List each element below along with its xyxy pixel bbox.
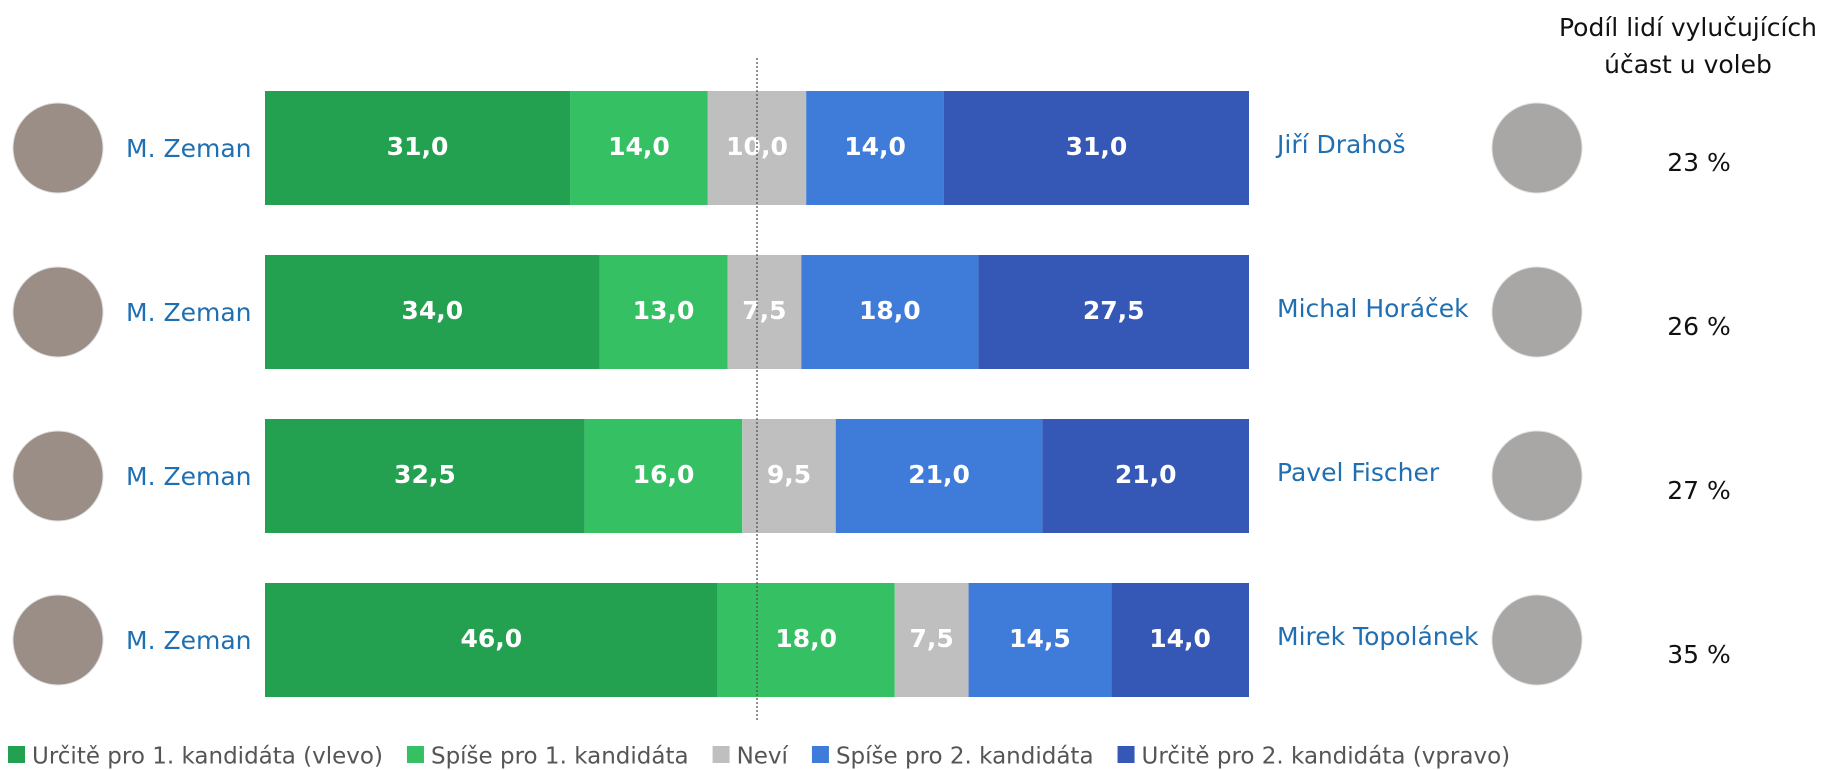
value-label: 31,0 — [387, 132, 449, 161]
left-photo — [12, 266, 104, 358]
bar-segment — [742, 419, 836, 533]
bar-segment — [978, 255, 1249, 369]
bar-segment — [570, 91, 708, 205]
value-label: 14,5 — [1009, 624, 1071, 653]
bar-segment — [727, 255, 802, 369]
legend-label: Neví — [737, 744, 789, 770]
left-name: M. Zeman — [126, 626, 252, 655]
bar-segment — [265, 255, 600, 369]
left-name: M. Zeman — [126, 462, 252, 491]
value-label: 46,0 — [460, 624, 522, 653]
side-title: Podíl lidí vylučujících — [1559, 13, 1817, 42]
legend-swatch — [406, 746, 424, 763]
legend-label: Určitě pro 2. kandidáta (vpravo) — [1142, 744, 1511, 770]
value-label: 9,5 — [767, 460, 811, 489]
value-label: 18,0 — [775, 624, 837, 653]
bar-segment — [943, 91, 1249, 205]
side-title: účast u voleb — [1604, 50, 1772, 79]
right-photo — [1491, 430, 1583, 522]
bar-segment — [1042, 419, 1249, 533]
bar-segment — [894, 583, 969, 697]
right-name: Mirek Topolánek — [1277, 622, 1479, 651]
bar-segment — [717, 583, 895, 697]
right-name: Pavel Fischer — [1277, 458, 1440, 487]
legend-label: Spíše pro 1. kandidáta — [431, 744, 689, 770]
right-photo — [1491, 594, 1583, 686]
left-name: M. Zeman — [126, 298, 252, 327]
value-label: 21,0 — [908, 460, 970, 489]
value-label: 32,5 — [394, 460, 456, 489]
value-label: 7,5 — [742, 296, 786, 325]
bar-segment — [265, 419, 585, 533]
value-label: 7,5 — [910, 624, 954, 653]
right-photo — [1491, 266, 1583, 358]
value-label: 21,0 — [1115, 460, 1177, 489]
legend-swatch — [712, 746, 730, 763]
value-label: 31,0 — [1066, 132, 1128, 161]
value-label: 14,0 — [608, 132, 670, 161]
value-label: 27,5 — [1083, 296, 1145, 325]
left-name: M. Zeman — [126, 134, 252, 163]
left-photo — [12, 430, 104, 522]
bar-segment — [265, 583, 718, 697]
bar-segment — [806, 91, 944, 205]
legend-swatch — [811, 746, 829, 763]
bar-segment — [265, 91, 571, 205]
legend-swatch — [8, 746, 25, 763]
right-photo — [1491, 102, 1583, 194]
bar-segment — [835, 419, 1043, 533]
value-label: 16,0 — [633, 460, 695, 489]
value-label: 13,0 — [633, 296, 695, 325]
left-photo — [12, 102, 104, 194]
side-value: 27 % — [1667, 476, 1731, 505]
bar-segment — [584, 419, 743, 533]
legend-label: Určitě pro 1. kandidáta (vlevo) — [32, 744, 383, 770]
side-value: 26 % — [1667, 312, 1731, 341]
bar-segment — [599, 255, 728, 369]
side-value: 23 % — [1667, 148, 1731, 177]
bar-segment — [1111, 583, 1249, 697]
left-photo — [12, 594, 104, 686]
value-label: 34,0 — [401, 296, 463, 325]
bar-segment — [801, 255, 979, 369]
value-label: 14,0 — [844, 132, 906, 161]
side-value: 35 % — [1667, 640, 1731, 669]
right-name: Michal Horáček — [1277, 294, 1469, 323]
legend-label: Spíše pro 2. kandidáta — [836, 744, 1094, 770]
right-name: Jiří Drahoš — [1275, 130, 1406, 159]
value-label: 14,0 — [1149, 624, 1211, 653]
bar-segment — [968, 583, 1112, 697]
legend-swatch — [1117, 746, 1135, 763]
value-label: 18,0 — [859, 296, 921, 325]
